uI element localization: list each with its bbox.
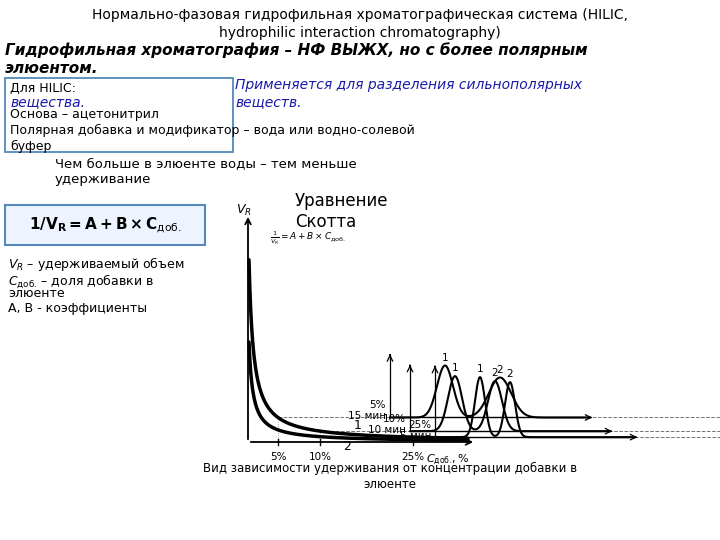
Text: Вид зависимости удерживания от концентрации добавки в
элюенте: Вид зависимости удерживания от концентра… xyxy=(203,462,577,491)
Text: 25%: 25% xyxy=(402,452,425,462)
Bar xyxy=(5,205,205,245)
Text: Уравнение
Скотта: Уравнение Скотта xyxy=(295,192,389,231)
Text: 2: 2 xyxy=(497,364,503,375)
Text: A, B - коэффициенты: A, B - коэффициенты xyxy=(8,302,147,315)
Text: 2: 2 xyxy=(507,369,513,379)
Text: Гидрофильная хроматография – НФ ВЫЖХ, но с более полярным
элюентом.: Гидрофильная хроматография – НФ ВЫЖХ, но… xyxy=(5,42,588,76)
Text: 2: 2 xyxy=(343,440,351,453)
Text: 5%: 5% xyxy=(270,452,287,462)
Text: вещества.: вещества. xyxy=(10,95,85,109)
Text: 2: 2 xyxy=(492,368,498,378)
Text: $\mathbf{1/V_R = A + B \times C_{\text{доб.}}}$: $\mathbf{1/V_R = A + B \times C_{\text{д… xyxy=(29,215,181,235)
Text: Применяется для разделения сильнополярных
веществ.: Применяется для разделения сильнополярны… xyxy=(235,78,582,109)
Text: элюенте: элюенте xyxy=(8,287,65,300)
Text: 5 мин: 5 мин xyxy=(400,431,431,441)
Text: $\frac{1}{V_R}=A+B\times C_{\text{доб.}}$: $\frac{1}{V_R}=A+B\times C_{\text{доб.}}… xyxy=(270,229,346,247)
Text: Основа – ацетонитрил: Основа – ацетонитрил xyxy=(10,108,159,121)
Text: $C_{\text{доб.}}$ – доля добавки в: $C_{\text{доб.}}$ – доля добавки в xyxy=(8,272,154,290)
Text: Чем больше в элюенте воды – тем меньше
удерживание: Чем больше в элюенте воды – тем меньше у… xyxy=(55,157,356,186)
Text: $C_{\text{доб.}}, \%$: $C_{\text{доб.}}, \%$ xyxy=(426,452,469,467)
Text: Нормально-фазовая гидрофильная хроматографическая система (HILIC,
hydrophilic in: Нормально-фазовая гидрофильная хроматогр… xyxy=(92,8,628,40)
Text: 10%: 10% xyxy=(308,452,331,462)
Text: 1: 1 xyxy=(451,363,458,373)
Text: буфер: буфер xyxy=(10,140,51,153)
Text: 15 мин: 15 мин xyxy=(348,411,386,422)
Text: 1: 1 xyxy=(354,419,361,432)
Text: Полярная добавка и модификатор – вода или водно-солевой: Полярная добавка и модификатор – вода ил… xyxy=(10,124,415,137)
Text: Для HILIC:: Для HILIC: xyxy=(10,82,76,95)
Text: 1: 1 xyxy=(477,364,483,374)
Text: $V_R$: $V_R$ xyxy=(236,202,252,218)
Text: 10%: 10% xyxy=(383,414,406,424)
Text: 25%: 25% xyxy=(408,420,431,430)
Text: 10 мин: 10 мин xyxy=(368,425,406,435)
Text: 1: 1 xyxy=(441,353,449,362)
Text: $V_R$ – удерживаемый объем: $V_R$ – удерживаемый объем xyxy=(8,255,184,273)
Text: 5%: 5% xyxy=(369,401,386,410)
Bar xyxy=(5,78,233,152)
